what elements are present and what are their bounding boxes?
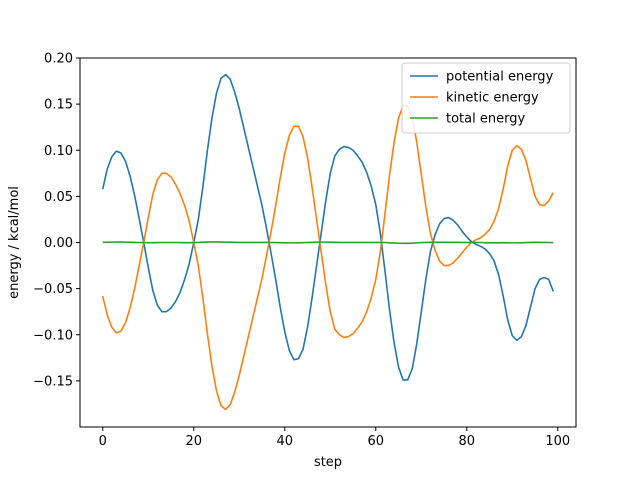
y-tick-label: 0.20 [44,52,73,67]
x-tick-label: 40 [276,434,293,449]
y-tick-label: −0.10 [33,328,73,343]
x-tick-label: 80 [459,434,476,449]
x-axis-label: step [314,455,342,470]
x-tick-label: 60 [368,434,385,449]
series-line-kinetic-energy [101,105,554,411]
legend-entry-label: total energy [446,112,525,127]
legend-entry-label: kinetic energy [446,91,539,106]
x-tick-label: 20 [185,434,202,449]
y-tick-label: 0.15 [44,98,73,113]
plot-area-frame [79,57,577,428]
y-axis-ticks: −0.15 −0.10 −0.05 0.00 0.05 0.10 0.15 0.20 [33,52,80,389]
x-axis-ticks: 0 20 40 60 80 100 [99,427,570,449]
series-lines [101,73,554,411]
x-tick-label: 100 [545,434,570,449]
y-tick-label: −0.05 [33,282,73,297]
legend-entry-label: potential energy [446,70,554,85]
legend-box [401,62,571,134]
y-tick-label: 0.05 [44,190,73,205]
series-line-total-energy [102,241,554,245]
y-tick-label: −0.15 [33,374,73,389]
legend: potential energy kinetic energy total ener… [401,62,571,134]
series-line-potential-energy [101,73,554,381]
x-tick-label: 0 [99,434,107,449]
y-tick-label: 0.10 [44,144,73,159]
y-tick-label: 0.00 [44,236,73,251]
y-axis-label: energy / kcal/mol [7,186,22,299]
